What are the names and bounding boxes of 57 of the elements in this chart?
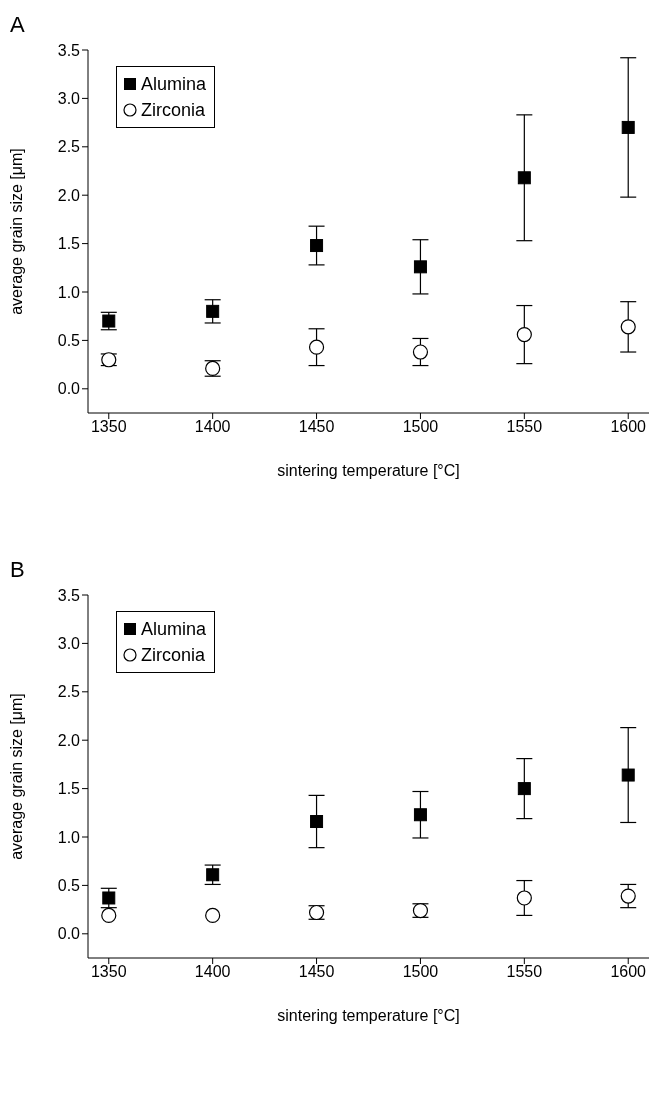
x-tick-label: 1350 <box>90 963 127 981</box>
point <box>102 891 116 905</box>
x-tick-label: 1550 <box>506 963 543 981</box>
x-tick-label: 1600 <box>610 963 647 981</box>
x-tick-label: 1350 <box>90 418 127 436</box>
legend-label: Alumina <box>141 73 207 96</box>
y-tick-label: 3.0 <box>57 635 81 653</box>
y-axis-title: average grain size [μm] <box>7 148 25 315</box>
point <box>205 907 221 924</box>
x-tick-label: 1500 <box>402 963 439 981</box>
y-tick-label: 1.0 <box>57 283 81 301</box>
y-tick-label: 2.0 <box>57 731 81 749</box>
point <box>206 304 220 318</box>
legend-label: Zirconia <box>141 644 206 667</box>
y-tick-label: 2.5 <box>57 138 81 156</box>
point <box>516 326 532 343</box>
point <box>621 768 635 782</box>
point <box>413 260 427 274</box>
y-tick-label: 1.5 <box>57 235 81 253</box>
point <box>101 907 117 924</box>
point <box>620 319 636 335</box>
y-tick-label: 3.5 <box>57 586 81 604</box>
point <box>308 339 325 355</box>
chart-title: B <box>10 557 25 583</box>
point <box>206 868 220 882</box>
x-tick-label: 1400 <box>194 418 231 436</box>
point <box>413 808 427 822</box>
x-tick-label: 1500 <box>402 418 439 436</box>
x-tick-label: 1550 <box>506 418 543 436</box>
y-tick-label: 0.5 <box>57 877 81 895</box>
y-tick-label: 1.0 <box>57 828 81 846</box>
point <box>621 120 635 134</box>
point <box>517 171 531 185</box>
y-tick-label: 1.5 <box>57 780 81 798</box>
point <box>517 782 531 796</box>
point <box>412 344 429 360</box>
point <box>310 815 324 829</box>
y-tick-label: 0.5 <box>57 332 81 350</box>
y-tick-label: 2.5 <box>57 683 81 701</box>
y-tick-label: 2.0 <box>57 186 81 204</box>
point <box>620 888 636 904</box>
point <box>516 890 532 906</box>
legend-label: Alumina <box>141 618 207 641</box>
y-tick-label: 0.0 <box>57 380 81 398</box>
x-tick-label: 1600 <box>610 418 647 436</box>
y-axis-title: average grain size [μm] <box>7 693 25 860</box>
y-tick-label: 3.5 <box>57 41 81 59</box>
x-axis-title: sintering temperature [°C] <box>277 1007 460 1025</box>
x-tick-label: 1450 <box>298 418 335 436</box>
point <box>310 239 324 253</box>
y-tick-label: 0.0 <box>57 925 81 943</box>
chart-title: A <box>10 12 25 38</box>
x-axis-title: sintering temperature [°C] <box>277 462 460 480</box>
y-tick-label: 3.0 <box>57 90 81 108</box>
x-tick-label: 1450 <box>298 963 335 981</box>
x-tick-label: 1400 <box>194 963 231 981</box>
legend-label: Zirconia <box>141 99 206 122</box>
